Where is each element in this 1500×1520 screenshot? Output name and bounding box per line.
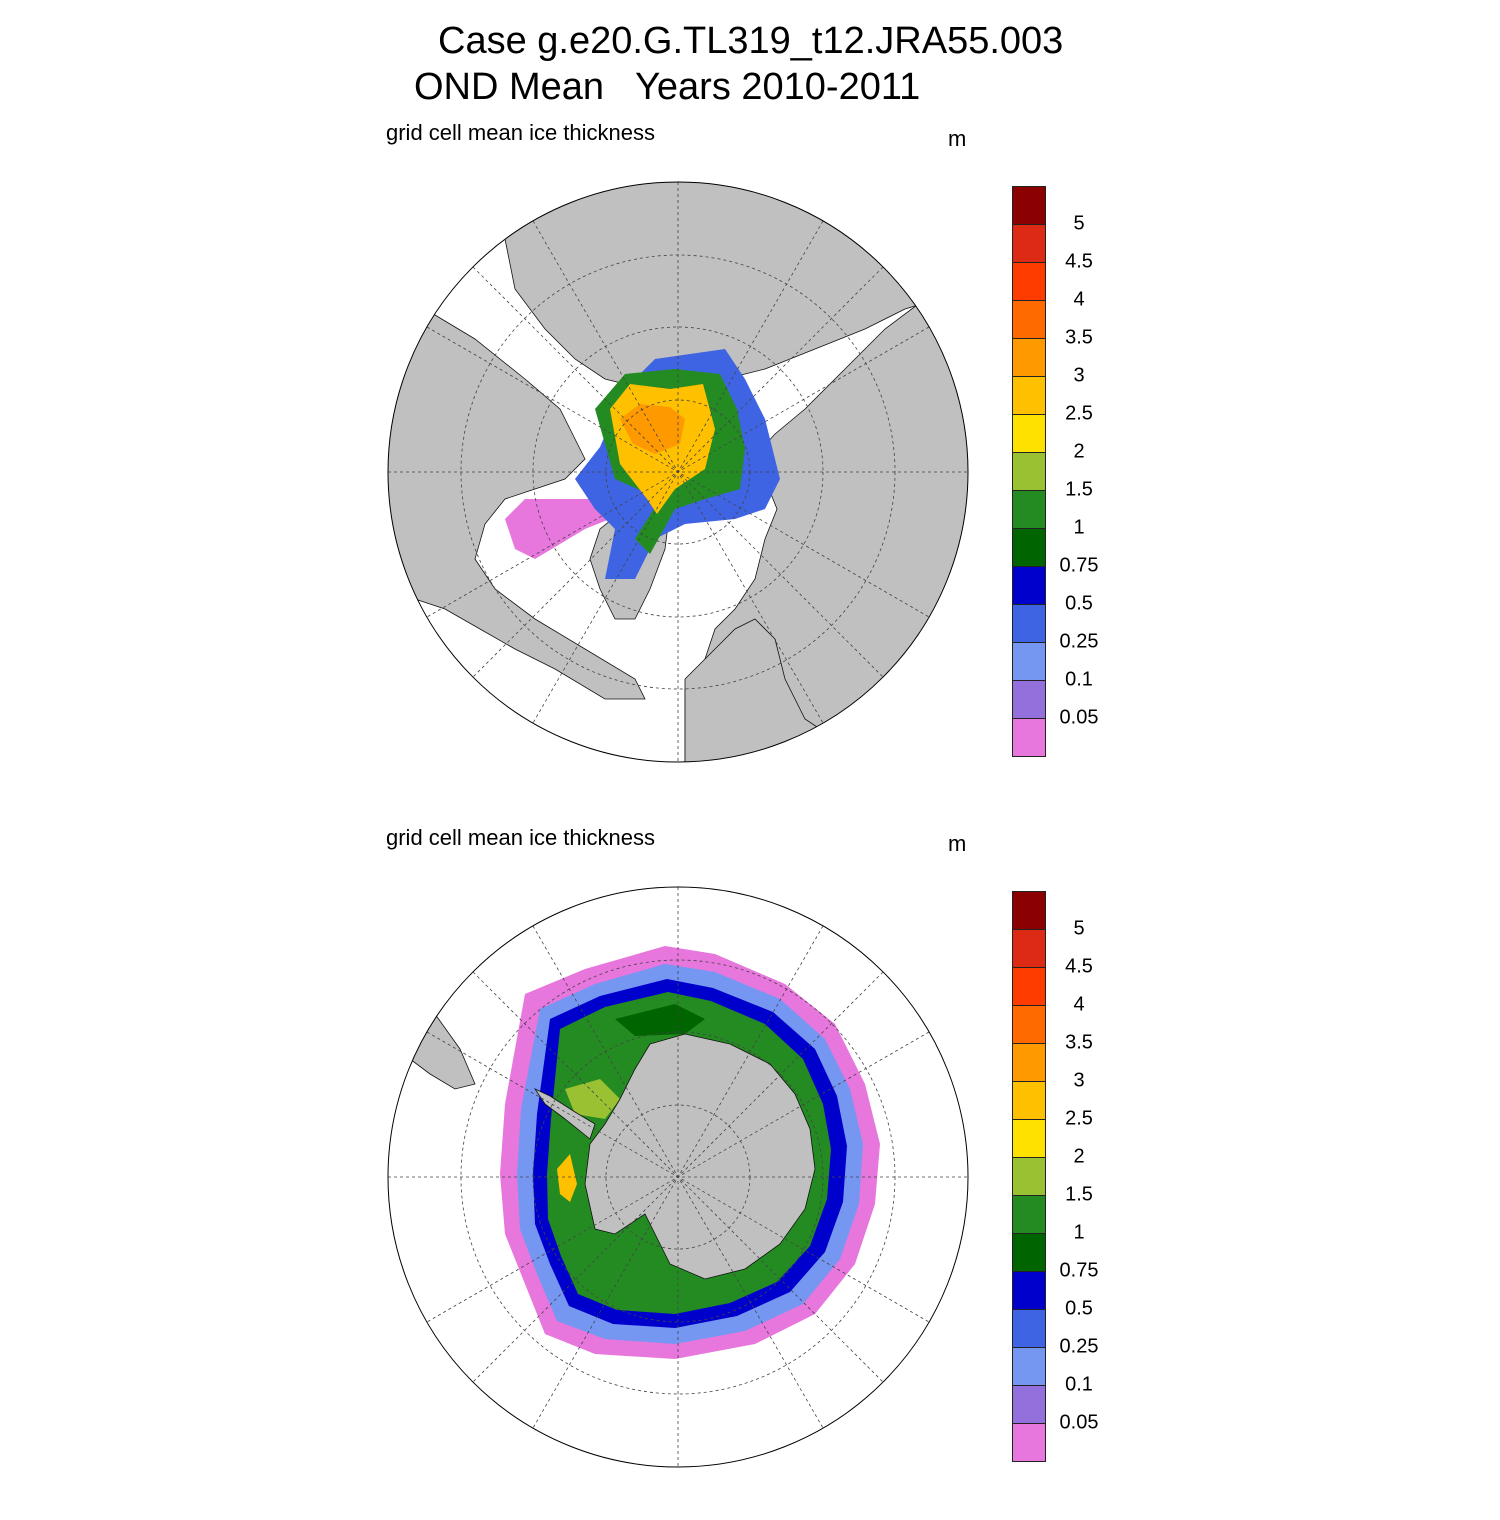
- south-ice-yellowgreen-patch: [565, 1079, 620, 1119]
- antarctic-peninsula-land: [533, 1088, 596, 1140]
- colorbar-swatch: [1012, 1120, 1046, 1158]
- colorbar-tick-label: 3.5: [1065, 1031, 1093, 1054]
- north-ice-thick: [620, 404, 685, 454]
- south-variable-label: grid cell mean ice thickness: [386, 825, 656, 850]
- south-colorbar: [1012, 891, 1046, 1462]
- colorbar-swatch: [1012, 1006, 1046, 1044]
- colorbar-swatch: [1012, 605, 1046, 643]
- colorbar-tick-label: 0.1: [1065, 668, 1093, 691]
- colorbar-swatch: [1012, 1424, 1046, 1462]
- colorbar-swatch: [1012, 1082, 1046, 1120]
- south-panel: grid cell mean ice thickness m: [0, 815, 1500, 1520]
- north-variable-label: grid cell mean ice thickness: [386, 120, 656, 145]
- south-map-border: [387, 886, 969, 1468]
- colorbar-tick-label: 5: [1073, 212, 1085, 235]
- north-panel: grid cell mean ice thickness m: [0, 110, 1500, 815]
- colorbar-tick-label: 3.5: [1065, 326, 1093, 349]
- colorbar-swatch: [1012, 930, 1046, 968]
- north-colorbar: [1012, 186, 1046, 757]
- colorbar-tick-label: 0.5: [1065, 1297, 1093, 1320]
- antarctica-land: [584, 1033, 816, 1280]
- colorbar-tick-label: 3: [1073, 1069, 1085, 1092]
- colorbar-tick-label: 3: [1073, 364, 1085, 387]
- colorbar-swatch: [1012, 1310, 1046, 1348]
- colorbar-swatch: [1012, 339, 1046, 377]
- colorbar-tick-label: 2: [1073, 440, 1085, 463]
- north-units-label: m: [948, 126, 967, 151]
- colorbar-swatch: [1012, 1234, 1046, 1272]
- colorbar-swatch: [1012, 643, 1046, 681]
- colorbar-tick-label: 0.05: [1059, 706, 1099, 729]
- colorbar-tick-label: 2.5: [1065, 402, 1093, 425]
- colorbar-swatch: [1012, 1044, 1046, 1082]
- colorbar-tick-label: 1.5: [1065, 1183, 1093, 1206]
- colorbar-swatch: [1012, 301, 1046, 339]
- colorbar-swatch: [1012, 491, 1046, 529]
- colorbar-tick-label: 4: [1073, 288, 1085, 311]
- colorbar-swatch: [1012, 567, 1046, 605]
- colorbar-swatch: [1012, 681, 1046, 719]
- north-polar-map: [387, 181, 969, 763]
- colorbar-swatch: [1012, 186, 1046, 225]
- colorbar-swatch: [1012, 377, 1046, 415]
- colorbar-swatch: [1012, 1348, 1046, 1386]
- colorbar-tick-label: 0.5: [1065, 592, 1093, 615]
- colorbar-tick-label: 2.5: [1065, 1107, 1093, 1130]
- south-ice-darkgreen-patch: [615, 1004, 705, 1036]
- colorbar-tick-label: 0.05: [1059, 1411, 1099, 1434]
- north-map-border: [387, 181, 969, 763]
- south-units-label: m: [948, 831, 967, 856]
- south-ice-orange-patch: [557, 1154, 577, 1202]
- colorbar-tick-label: 5: [1073, 917, 1085, 940]
- colorbar-swatch: [1012, 1386, 1046, 1424]
- colorbar-tick-label: 0.1: [1065, 1373, 1093, 1396]
- colorbar-swatch: [1012, 891, 1046, 930]
- colorbar-tick-label: 1.5: [1065, 478, 1093, 501]
- south-polar-map: [387, 886, 969, 1468]
- colorbar-swatch: [1012, 1196, 1046, 1234]
- colorbar-tick-label: 1: [1073, 516, 1085, 539]
- colorbar-tick-label: 2: [1073, 1145, 1085, 1168]
- figure-title-line2: OND Mean Years 2010-2011: [414, 66, 921, 108]
- colorbar-tick-label: 4.5: [1065, 250, 1093, 273]
- north-graticule: [388, 182, 968, 762]
- colorbar-swatch: [1012, 453, 1046, 491]
- colorbar-tick-label: 0.75: [1059, 1259, 1099, 1282]
- colorbar-swatch: [1012, 968, 1046, 1006]
- south-graticule: [388, 887, 968, 1467]
- colorbar-swatch: [1012, 1158, 1046, 1196]
- colorbar-tick-label: 0.75: [1059, 554, 1099, 577]
- colorbar-swatch: [1012, 529, 1046, 567]
- colorbar-swatch: [1012, 225, 1046, 263]
- colorbar-swatch: [1012, 719, 1046, 757]
- europe-land: [684, 618, 867, 762]
- colorbar-swatch: [1012, 1272, 1046, 1310]
- figure-title-line1: Case g.e20.G.TL319_t12.JRA55.003: [438, 20, 1064, 62]
- colorbar-tick-label: 1: [1073, 1221, 1085, 1244]
- colorbar-tick-label: 0.25: [1059, 630, 1099, 653]
- colorbar-tick-label: 4.5: [1065, 955, 1093, 978]
- colorbar-tick-label: 0.25: [1059, 1335, 1099, 1358]
- colorbar-swatch: [1012, 263, 1046, 301]
- colorbar-swatch: [1012, 415, 1046, 453]
- colorbar-tick-label: 4: [1073, 993, 1085, 1016]
